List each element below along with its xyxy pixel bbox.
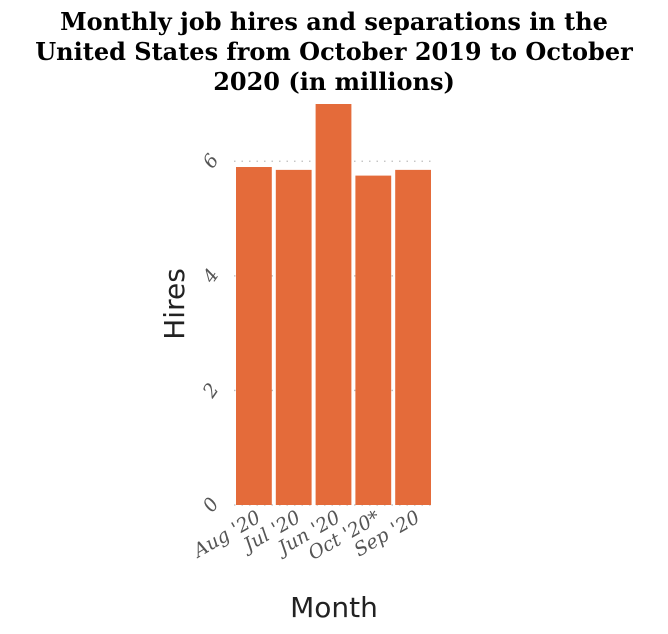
bars xyxy=(236,104,431,505)
y-tick-label: 2 xyxy=(198,379,224,402)
bar xyxy=(315,104,352,505)
bar xyxy=(275,169,312,505)
y-tick-label: 4 xyxy=(198,265,224,288)
bar xyxy=(355,175,392,505)
x-axis-label: Month xyxy=(290,591,378,624)
y-axis-label: Hires xyxy=(158,268,191,340)
y-tick-labels: 0 2 4 6 xyxy=(198,150,224,516)
y-tick-label: 6 xyxy=(199,150,224,173)
bar xyxy=(395,169,431,505)
chart-title-line-1: Monthly job hires and separations in the xyxy=(60,7,608,36)
chart-title-line-3: 2020 (in millions) xyxy=(213,67,455,96)
y-tick-label: 0 xyxy=(199,494,224,517)
chart-title-line-2: United States from October 2019 to Octob… xyxy=(35,37,633,66)
bar xyxy=(236,167,272,505)
